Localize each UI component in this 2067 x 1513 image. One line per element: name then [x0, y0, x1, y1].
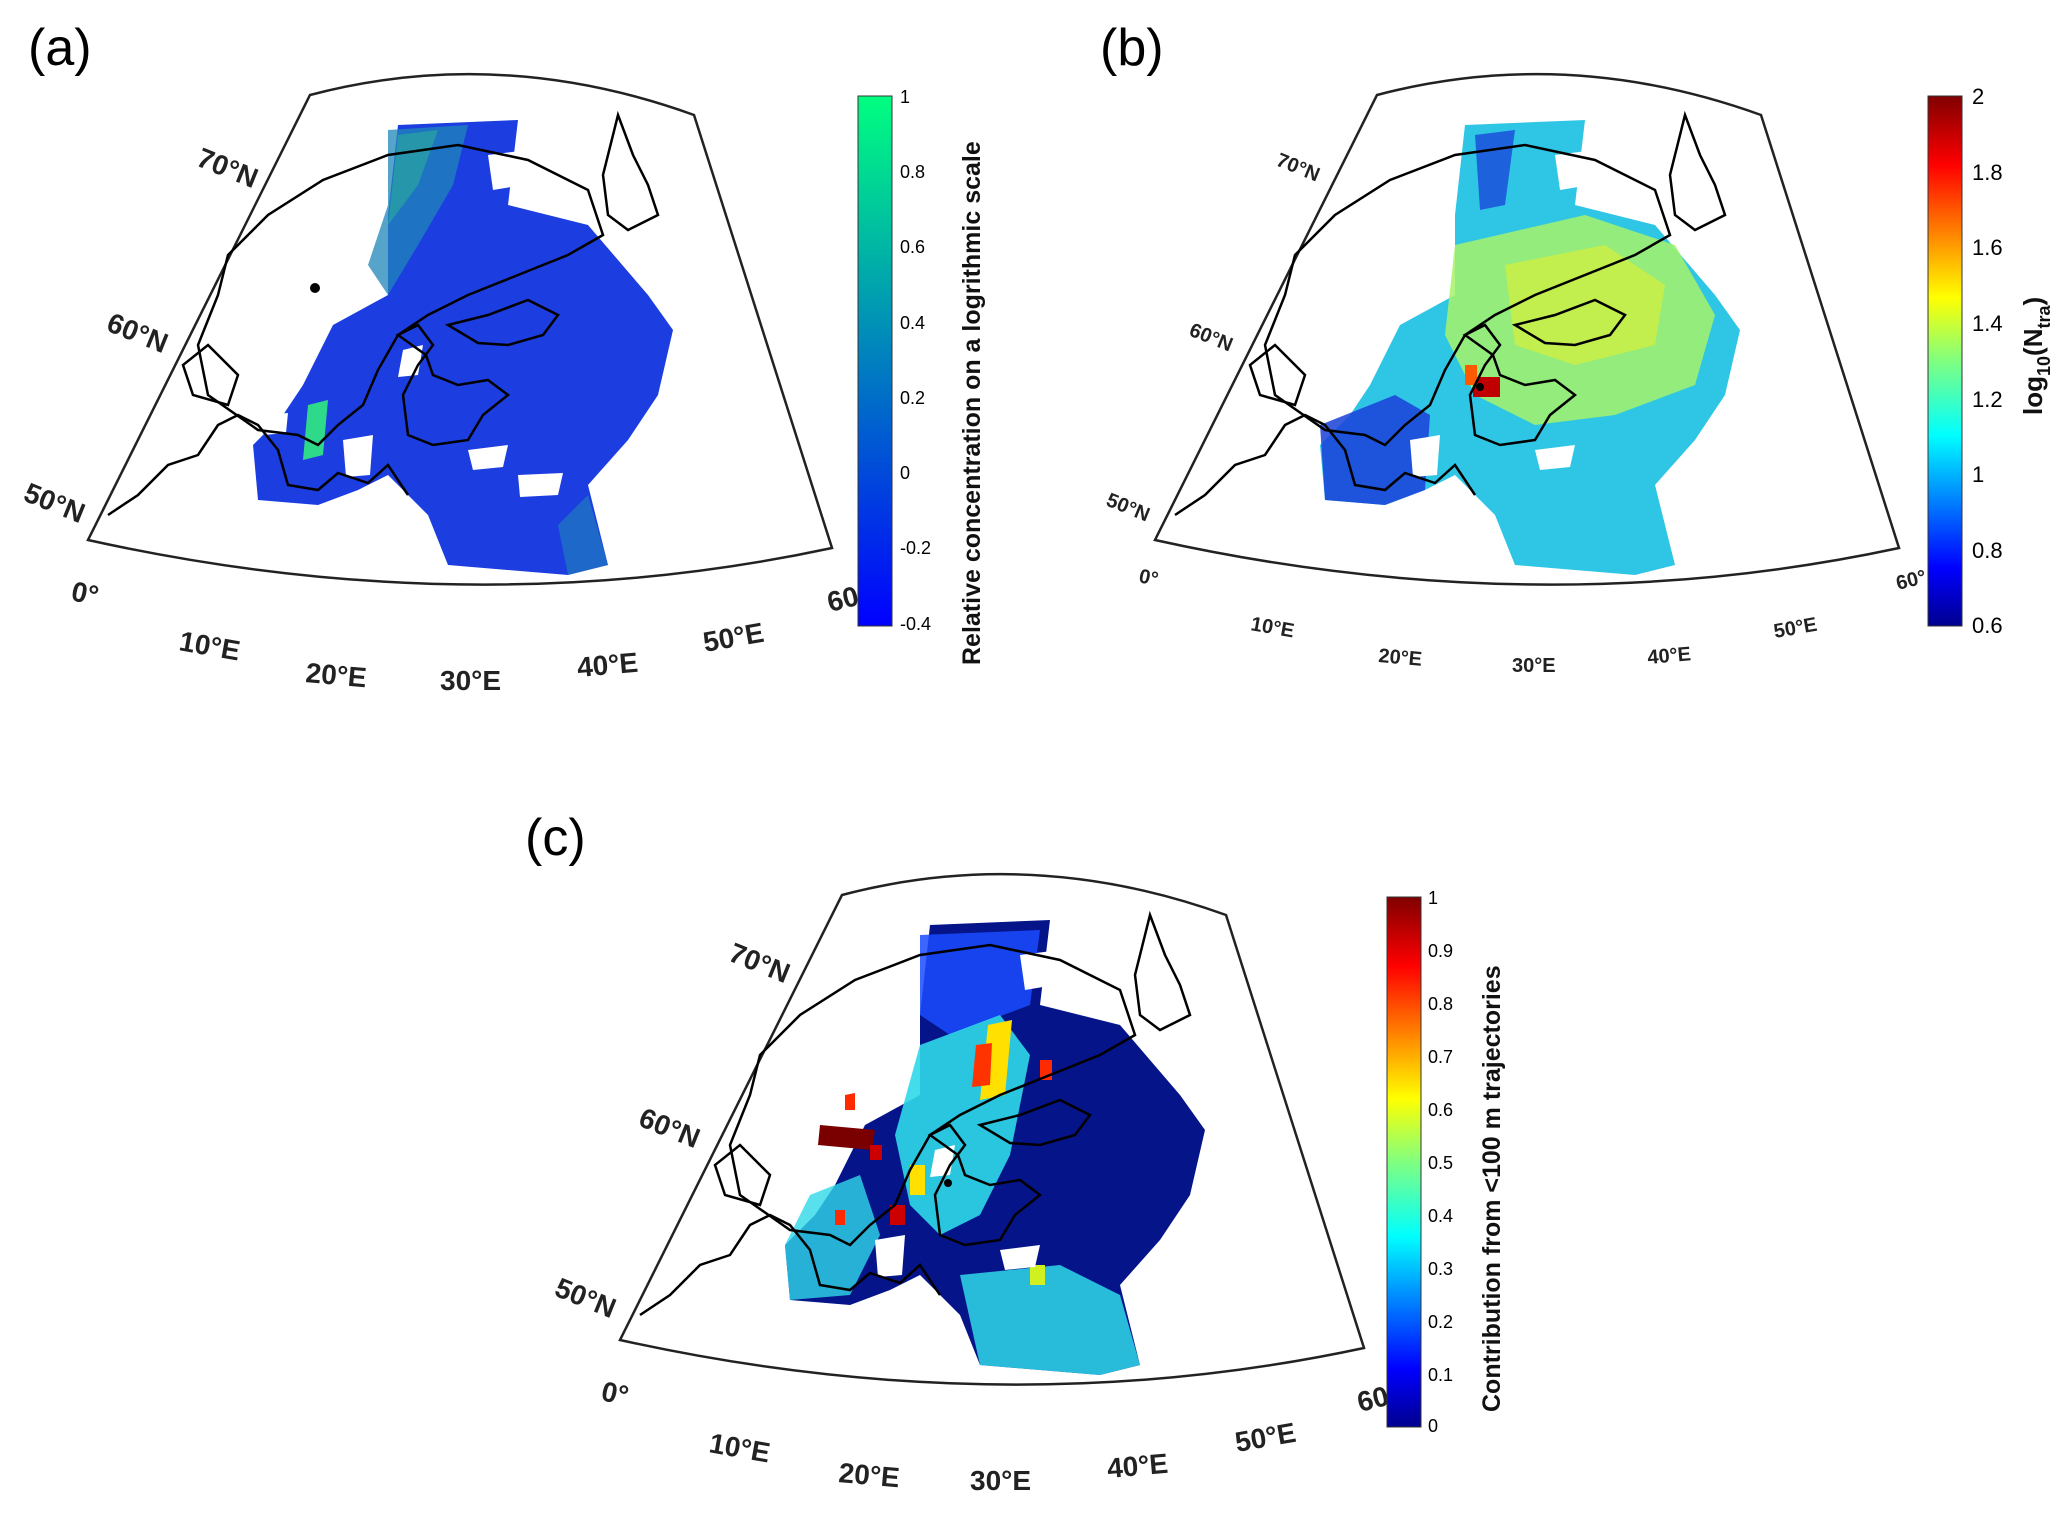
- lon-label-10: 10°E: [1249, 613, 1296, 642]
- panel-b-colorbar: 2 1.8 1.6 1.4 1.2 1 0.8 0.6 log10(Ntra): [1927, 84, 2054, 638]
- panel-a: (a): [20, 19, 986, 696]
- lon-label-40: 40°E: [1647, 643, 1692, 669]
- cb-a-tick-6: -0.2: [900, 538, 931, 558]
- station-marker: [1476, 383, 1484, 391]
- lon-label-40: 40°E: [576, 647, 640, 683]
- station-marker: [944, 1179, 952, 1187]
- lon-label-60: 60°: [1894, 566, 1929, 595]
- cb-c-tick-1: 0.9: [1428, 941, 1453, 961]
- panel-b-map: [1153, 72, 1901, 586]
- lat-label-70: 70°N: [193, 142, 263, 194]
- lon-label-40: 40°E: [1106, 1448, 1170, 1484]
- colorbar-b-label: log10(Ntra): [2018, 297, 2054, 415]
- cb-a-tick-5: 0: [900, 463, 910, 483]
- cb-a-tick-4: 0.2: [900, 388, 925, 408]
- cb-a-tick-7: -0.4: [900, 614, 931, 634]
- cb-a-tick-1: 0.8: [900, 162, 925, 182]
- cb-b-label-sub1: 10: [2034, 356, 2054, 376]
- panel-c: (c): [525, 809, 1506, 1496]
- cb-b-label-mid: (N: [2018, 329, 2048, 356]
- panel-b-letter: (b): [1100, 19, 1164, 77]
- colorbar-c-gradient: [1386, 896, 1422, 1428]
- lon-label-0: 0°: [1137, 565, 1160, 590]
- lat-label-60: 60°N: [103, 307, 173, 359]
- lon-label-10: 10°E: [707, 1427, 772, 1468]
- lon-label-60: 60: [824, 580, 862, 618]
- colorbar-a-ticks: 1 0.8 0.6 0.4 0.2 0 -0.2 -0.4: [900, 87, 931, 634]
- colorbar-a-label: Relative concentration on a logrithmic s…: [958, 141, 986, 665]
- lon-label-60: 60: [1354, 1380, 1392, 1418]
- panel-a-letter: (a): [28, 19, 92, 77]
- cb-b-tick-3: 1.4: [1972, 311, 2003, 336]
- cb-b-label-end: ): [2018, 297, 2048, 306]
- cb-c-tick-2: 0.8: [1428, 994, 1453, 1014]
- lat-label-50: 50°N: [551, 1272, 621, 1324]
- cb-b-tick-0: 2: [1972, 84, 1984, 109]
- lon-label-50: 50°E: [1233, 1417, 1298, 1458]
- cb-b-tick-4: 1.2: [1972, 387, 2003, 412]
- cb-c-tick-9: 0.1: [1428, 1365, 1453, 1385]
- lon-label-20: 20°E: [1378, 645, 1423, 671]
- cb-b-tick-5: 1: [1972, 462, 1984, 487]
- colorbar-b-gradient: [1927, 95, 1963, 627]
- cb-b-label-sub2: tra: [2034, 305, 2054, 329]
- station-marker: [310, 283, 320, 293]
- lon-label-20: 20°E: [304, 657, 368, 693]
- lat-label-50: 50°N: [1103, 489, 1153, 526]
- cb-b-tick-1: 1.8: [1972, 160, 2003, 185]
- lon-label-30: 30°E: [1512, 655, 1556, 677]
- cb-b-tick-6: 0.8: [1972, 538, 2003, 563]
- cb-c-tick-10: 0: [1428, 1416, 1438, 1436]
- panel-a-graticule-labels: 70°N 60°N 50°N 0° 10°E 20°E 30°E 40°E 50…: [20, 142, 862, 696]
- lon-label-50: 50°E: [701, 617, 766, 658]
- panel-c-map: [618, 872, 1366, 1386]
- cb-c-tick-4: 0.6: [1428, 1100, 1453, 1120]
- colorbar-c-ticks: 1 0.9 0.8 0.7 0.6 0.5 0.4 0.3 0.2 0.1 0: [1428, 888, 1453, 1436]
- coastlines: [1174, 110, 1727, 517]
- cb-b-tick-7: 0.6: [1972, 613, 2003, 638]
- cb-c-tick-7: 0.3: [1428, 1259, 1453, 1279]
- panel-c-letter: (c): [525, 809, 586, 867]
- coastlines: [639, 910, 1192, 1317]
- lat-label-60: 60°N: [1186, 319, 1236, 356]
- cb-c-tick-6: 0.4: [1428, 1206, 1453, 1226]
- panel-b: (b): [1100, 19, 2054, 677]
- cb-a-tick-0: 1: [900, 87, 910, 107]
- colorbar-a-gradient: [857, 95, 893, 627]
- coastlines: [107, 110, 660, 517]
- cb-c-tick-5: 0.5: [1428, 1153, 1453, 1173]
- lon-label-0: 0°: [69, 576, 102, 612]
- colorbar-b-ticks: 2 1.8 1.6 1.4 1.2 1 0.8 0.6: [1972, 84, 2003, 638]
- lon-label-20: 20°E: [837, 1457, 901, 1493]
- cb-c-tick-3: 0.7: [1428, 1047, 1453, 1067]
- panel-a-map: [86, 72, 834, 586]
- density-cells: [253, 120, 673, 575]
- cb-c-tick-8: 0.2: [1428, 1312, 1453, 1332]
- lon-label-10: 10°E: [177, 625, 242, 666]
- cb-a-tick-3: 0.4: [900, 313, 925, 333]
- lon-label-30: 30°E: [440, 665, 501, 696]
- cb-c-tick-0: 1: [1428, 888, 1438, 908]
- cb-b-tick-2: 1.6: [1972, 235, 2003, 260]
- colorbar-c-label: Contribution from <100 m trajectories: [1478, 965, 1506, 1412]
- lat-label-50: 50°N: [20, 477, 90, 529]
- lat-label-70: 70°N: [725, 937, 795, 989]
- lat-label-60: 60°N: [635, 1102, 705, 1154]
- cb-b-label-log: log: [2018, 376, 2048, 415]
- cb-a-tick-2: 0.6: [900, 237, 925, 257]
- density-cells: [785, 920, 1205, 1375]
- panel-c-colorbar: 1 0.9 0.8 0.7 0.6 0.5 0.4 0.3 0.2 0.1 0 …: [1386, 888, 1506, 1436]
- lon-label-50: 50°E: [1772, 614, 1819, 643]
- lon-label-30: 30°E: [970, 1465, 1031, 1496]
- lat-label-70: 70°N: [1273, 149, 1323, 186]
- lon-label-0: 0°: [599, 1376, 632, 1412]
- panel-a-colorbar: 1 0.8 0.6 0.4 0.2 0 -0.2 -0.4 Relative c…: [857, 87, 986, 665]
